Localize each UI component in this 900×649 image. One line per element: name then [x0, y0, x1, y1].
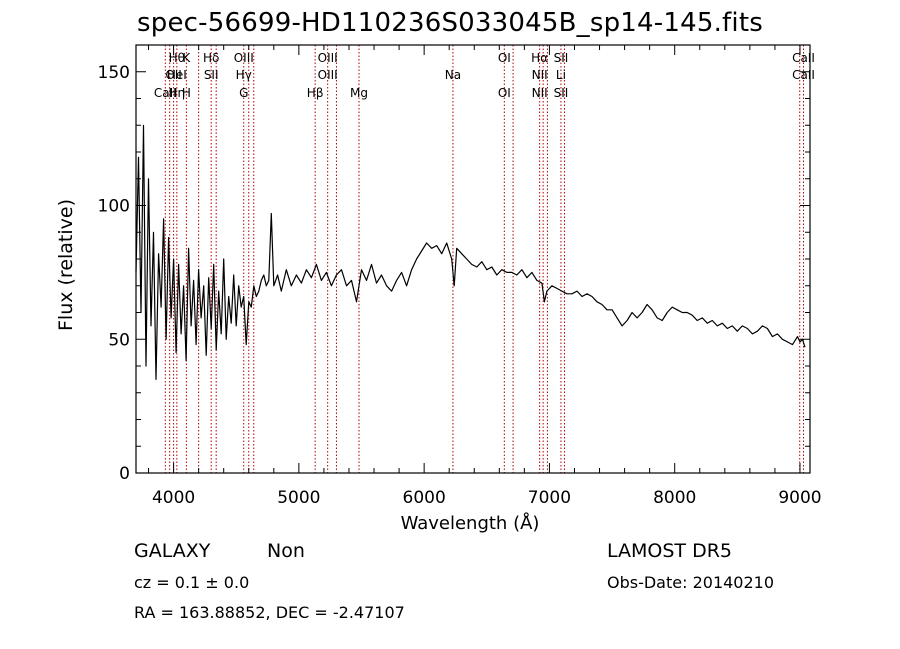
- survey-name: LAMOST DR5: [607, 540, 732, 562]
- spectral-line-label: OI: [498, 86, 511, 100]
- x-tick-label: 6000: [403, 488, 446, 508]
- spectral-line-label: K: [182, 51, 191, 65]
- spectral-line-label: Hγ: [236, 68, 252, 82]
- spectral-line-label: CaII: [154, 86, 177, 100]
- object-class: GALAXY: [134, 540, 211, 562]
- y-axis-label: Flux (relative): [55, 199, 77, 331]
- coordinates-text: RA = 163.88852, DEC = -2.47107: [134, 603, 405, 622]
- spectral-line-label: Li: [556, 68, 566, 82]
- spectral-line-label: HeI: [167, 68, 187, 82]
- x-tick-label: 7000: [528, 488, 571, 508]
- spectral-line-label: Hδ: [203, 51, 219, 65]
- y-tick-label: 150: [98, 63, 130, 83]
- plot-frame: [135, 44, 811, 474]
- y-tick-label: 0: [119, 464, 130, 484]
- spectral-line-label: NII: [532, 86, 548, 100]
- redshift-text: cz = 0.1 ± 0.0: [134, 573, 250, 592]
- x-tick-label: 4000: [152, 488, 195, 508]
- spectrum-line: [135, 124, 806, 380]
- spectral-line-label: OIII: [318, 51, 338, 65]
- x-tick-label: 5000: [277, 488, 320, 508]
- x-axis-label: Wavelength (Å): [401, 512, 540, 534]
- spectral-line-markers: [164, 45, 804, 473]
- spectral-line-label: G: [239, 86, 248, 100]
- spectral-line-label: Mg: [350, 86, 368, 100]
- spectral-line-label: Hη: [169, 86, 186, 100]
- axes: [135, 44, 811, 474]
- tick-labels: 4000 5000 6000 7000 8000 9000 0 50 100 150: [98, 63, 822, 508]
- spectral-line-label: SII: [204, 68, 219, 82]
- spectral-line-label: CaII: [792, 51, 815, 65]
- spectral-line-label: Hα: [531, 51, 548, 65]
- x-tick-label: 8000: [653, 488, 696, 508]
- spectral-line-label: H: [182, 86, 191, 100]
- spectral-line-label: OIII: [234, 51, 254, 65]
- y-tick-label: 50: [108, 330, 130, 350]
- object-subclass: Non: [267, 540, 305, 562]
- observation-date: Obs-Date: 20140210: [607, 573, 775, 592]
- spectral-line-label: OIII: [318, 68, 338, 82]
- spectral-line-label: Hβ: [307, 86, 324, 100]
- spectral-line-label: NII: [532, 68, 548, 82]
- spectral-line-label: Hθ: [169, 51, 185, 65]
- x-tick-label: 9000: [778, 488, 821, 508]
- spectral-line-label: CaII: [792, 68, 815, 82]
- spectral-line-labels: CaII OII Hθ HeI Hη K H Hδ SII OIII Hγ G Hβ OIII OIII Mg…: [154, 51, 815, 100]
- spectral-line-label: Na: [445, 68, 461, 82]
- spectral-line-label: OI: [498, 51, 511, 65]
- spectral-line-label: OII: [165, 68, 182, 82]
- y-tick-label: 100: [98, 197, 130, 217]
- spectral-line-label: SII: [554, 86, 569, 100]
- spectral-line-label: SII: [554, 51, 569, 65]
- chart-title: spec-56699-HD110236S033045B_sp14-145.fit…: [137, 8, 763, 38]
